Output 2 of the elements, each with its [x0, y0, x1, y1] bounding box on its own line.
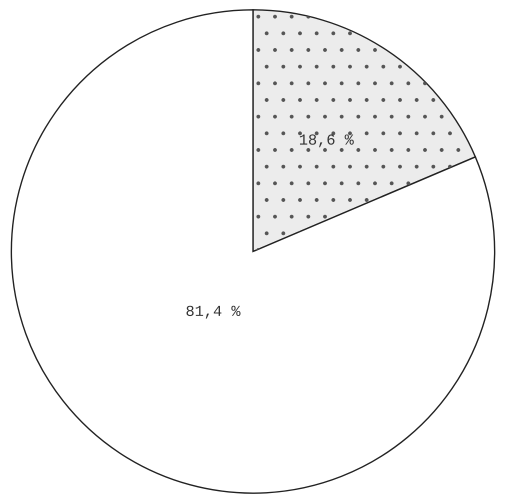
data-label: 18,6 % — [300, 134, 354, 148]
data-label: 81,4 % — [186, 306, 241, 319]
